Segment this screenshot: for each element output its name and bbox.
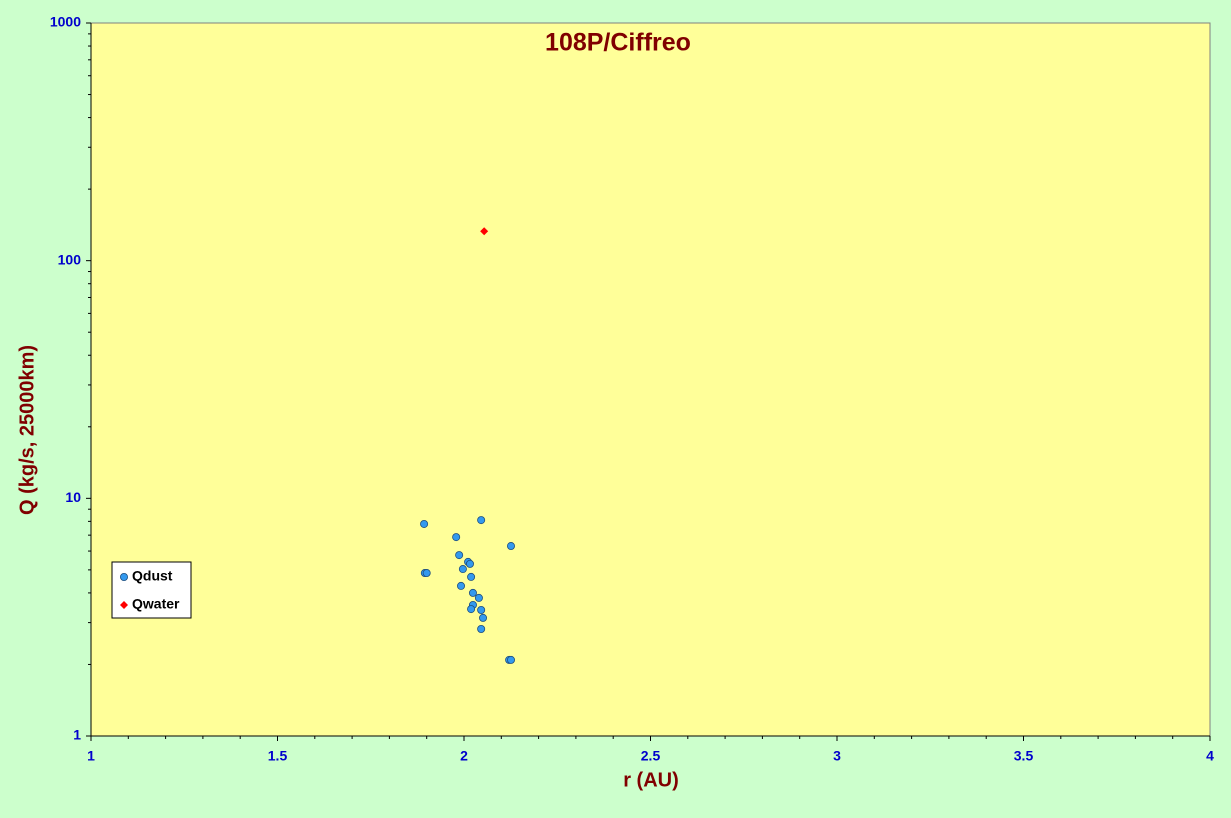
data-point: [477, 624, 486, 633]
data-point: [468, 588, 477, 597]
data-point: [479, 613, 488, 622]
data-point: [452, 533, 461, 542]
plot-area: [90, 22, 1211, 737]
data-point: [474, 593, 483, 602]
x-tick-label: 2.5: [641, 748, 661, 764]
x-tick-label: 2: [460, 748, 468, 764]
data-point: [506, 655, 515, 664]
x-tick-label: 3: [833, 748, 841, 764]
y-tick-label: 10: [65, 489, 81, 505]
x-tick-label: 4: [1206, 748, 1214, 764]
y-tick-label: 100: [58, 251, 82, 267]
legend-label: Qdust: [132, 568, 173, 584]
legend: [111, 561, 192, 619]
x-tick-label: 1: [87, 748, 95, 764]
legend-marker: [120, 573, 129, 582]
data-point: [506, 542, 515, 551]
x-tick-label: 3.5: [1014, 748, 1034, 764]
data-point: [455, 551, 464, 560]
y-tick-label: 1000: [50, 14, 81, 30]
data-point: [467, 605, 476, 614]
data-point: [477, 605, 486, 614]
data-point: [420, 519, 429, 528]
x-axis-label: r (AU): [623, 769, 679, 791]
data-point: [458, 565, 467, 574]
y-tick-label: 1: [73, 727, 81, 743]
data-point: [467, 572, 476, 581]
legend-label: Qwater: [132, 596, 180, 612]
data-point: [422, 569, 431, 578]
y-axis-label: Q (kg/s, 25000km): [16, 345, 38, 515]
data-point: [477, 516, 486, 525]
chart-title: 108P/Ciffreo: [545, 29, 691, 57]
data-point: [457, 581, 466, 590]
data-point: [480, 227, 489, 236]
legend-marker: [120, 601, 128, 609]
x-tick-label: 1.5: [268, 748, 288, 764]
data-point: [465, 559, 474, 568]
